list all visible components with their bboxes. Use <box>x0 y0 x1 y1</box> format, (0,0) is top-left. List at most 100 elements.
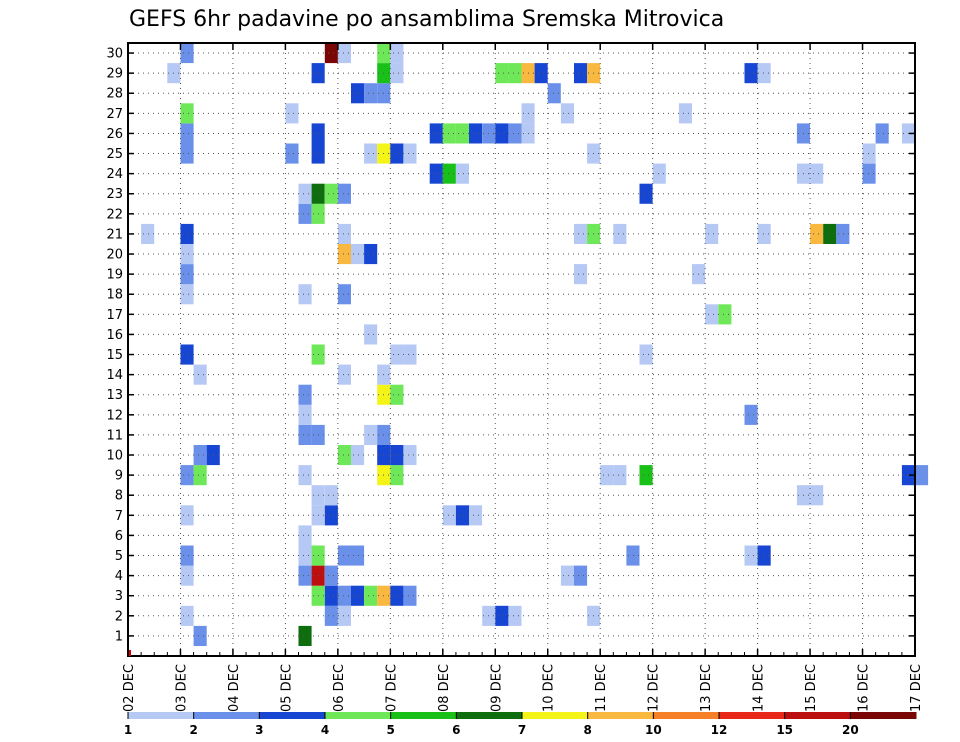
y-tick-label: 25 <box>106 147 123 162</box>
y-tick-label: 19 <box>106 268 123 283</box>
colorbar-label: 20 <box>842 723 859 737</box>
heatmap-cell <box>652 163 666 184</box>
heatmap-cell <box>757 223 771 244</box>
heatmap-cell <box>180 123 194 144</box>
y-tick-label: 17 <box>106 308 123 323</box>
heatmap-cell <box>390 344 404 365</box>
heatmap-cell <box>337 364 351 385</box>
heatmap-cell <box>337 585 351 606</box>
y-tick-label: 2 <box>115 609 123 624</box>
y-tick-label: 9 <box>115 469 123 484</box>
colorbar-label: 10 <box>645 723 662 737</box>
heatmap-cell <box>298 545 312 566</box>
heatmap-cell <box>298 203 312 224</box>
heatmap-cell <box>337 183 351 204</box>
y-tick-label: 26 <box>106 127 123 142</box>
heatmap-cell <box>442 163 456 184</box>
heatmap-cell <box>324 485 338 506</box>
colorbar-label: 15 <box>776 723 793 737</box>
colorbar-label: 5 <box>386 723 394 737</box>
y-tick-label: 11 <box>106 428 123 443</box>
heatmap-cell <box>403 445 417 466</box>
heatmap-cell <box>351 244 365 265</box>
heatmap-cell <box>364 143 378 164</box>
colorbar-label: 6 <box>452 723 460 737</box>
heatmap-cell <box>364 244 378 265</box>
colorbar-segment <box>456 712 523 719</box>
heatmap-cell <box>298 404 312 425</box>
heatmap-cell <box>337 223 351 244</box>
x-tick-label: 07 DEC <box>384 664 399 712</box>
colorbar-segment <box>784 712 851 719</box>
heatmap-cell <box>337 43 351 64</box>
heatmap-cell <box>364 585 378 606</box>
y-tick-label: 27 <box>106 107 123 122</box>
heatmap-cell <box>403 344 417 365</box>
heatmap-cell <box>574 565 588 586</box>
heatmap-cell <box>810 163 824 184</box>
x-tick-label: 11 DEC <box>594 664 609 712</box>
heatmap-cell <box>469 123 483 144</box>
heatmap-cell <box>364 83 378 104</box>
heatmap-cell <box>403 143 417 164</box>
heatmap-cell <box>180 465 194 486</box>
heatmap-cell <box>836 223 850 244</box>
heatmap-cell <box>324 183 338 204</box>
heatmap-cell <box>285 103 299 124</box>
heatmap-cell <box>757 545 771 566</box>
heatmap-cell <box>285 143 299 164</box>
heatmap-cell <box>141 223 155 244</box>
heatmap-cell <box>639 344 653 365</box>
x-tick-label: 10 DEC <box>542 664 557 712</box>
heatmap-cell <box>364 424 378 445</box>
y-tick-label: 15 <box>106 348 123 363</box>
heatmap-cell <box>337 244 351 265</box>
heatmap-cells <box>141 43 929 646</box>
heatmap-cell <box>508 123 522 144</box>
heatmap-cell <box>298 384 312 405</box>
heatmap-cell <box>810 485 824 506</box>
colorbar-segment <box>719 712 786 719</box>
heatmap-cell <box>390 63 404 84</box>
x-tick-label: 05 DEC <box>279 664 294 712</box>
grid-lines <box>128 43 915 656</box>
heatmap-cell <box>862 163 876 184</box>
colorbar-label: 4 <box>321 723 329 737</box>
heatmap-cell <box>403 585 417 606</box>
y-tick-label: 1 <box>115 629 123 644</box>
y-tick-label: 23 <box>106 187 123 202</box>
heatmap-cell <box>639 183 653 204</box>
heatmap-cell <box>351 585 365 606</box>
colorbar-segment <box>325 712 392 719</box>
heatmap-cell <box>390 465 404 486</box>
y-tick-label: 21 <box>106 227 123 242</box>
heatmap-cell <box>495 63 509 84</box>
heatmap-cell <box>180 545 194 566</box>
heatmap-cell <box>193 364 207 385</box>
heatmap-cell <box>875 123 889 144</box>
heatmap-cell <box>337 545 351 566</box>
heatmap-cell <box>180 605 194 626</box>
x-tick-label: 15 DEC <box>804 664 819 712</box>
heatmap-cell <box>298 525 312 546</box>
x-tick-label: 09 DEC <box>489 664 504 712</box>
colorbar: 1 2 3 4 5 6 7 8 10 12 15 20 <box>124 712 917 737</box>
heatmap-cell <box>744 63 758 84</box>
heatmap-cell <box>613 465 627 486</box>
heatmap-cell <box>574 63 588 84</box>
heatmap-cell <box>180 43 194 64</box>
heatmap-cell <box>180 244 194 265</box>
heatmap-cell <box>324 505 338 526</box>
y-tick-label: 30 <box>106 47 123 62</box>
heatmap-cell <box>823 223 837 244</box>
heatmap-cell <box>390 143 404 164</box>
heatmap-cell <box>390 43 404 64</box>
heatmap-cell <box>442 123 456 144</box>
heatmap-cell <box>639 465 653 486</box>
heatmap-cell <box>757 63 771 84</box>
y-tick-label: 24 <box>106 167 123 182</box>
heatmap-cell <box>351 445 365 466</box>
heatmap-cell <box>180 505 194 526</box>
heatmap-cell <box>705 223 719 244</box>
